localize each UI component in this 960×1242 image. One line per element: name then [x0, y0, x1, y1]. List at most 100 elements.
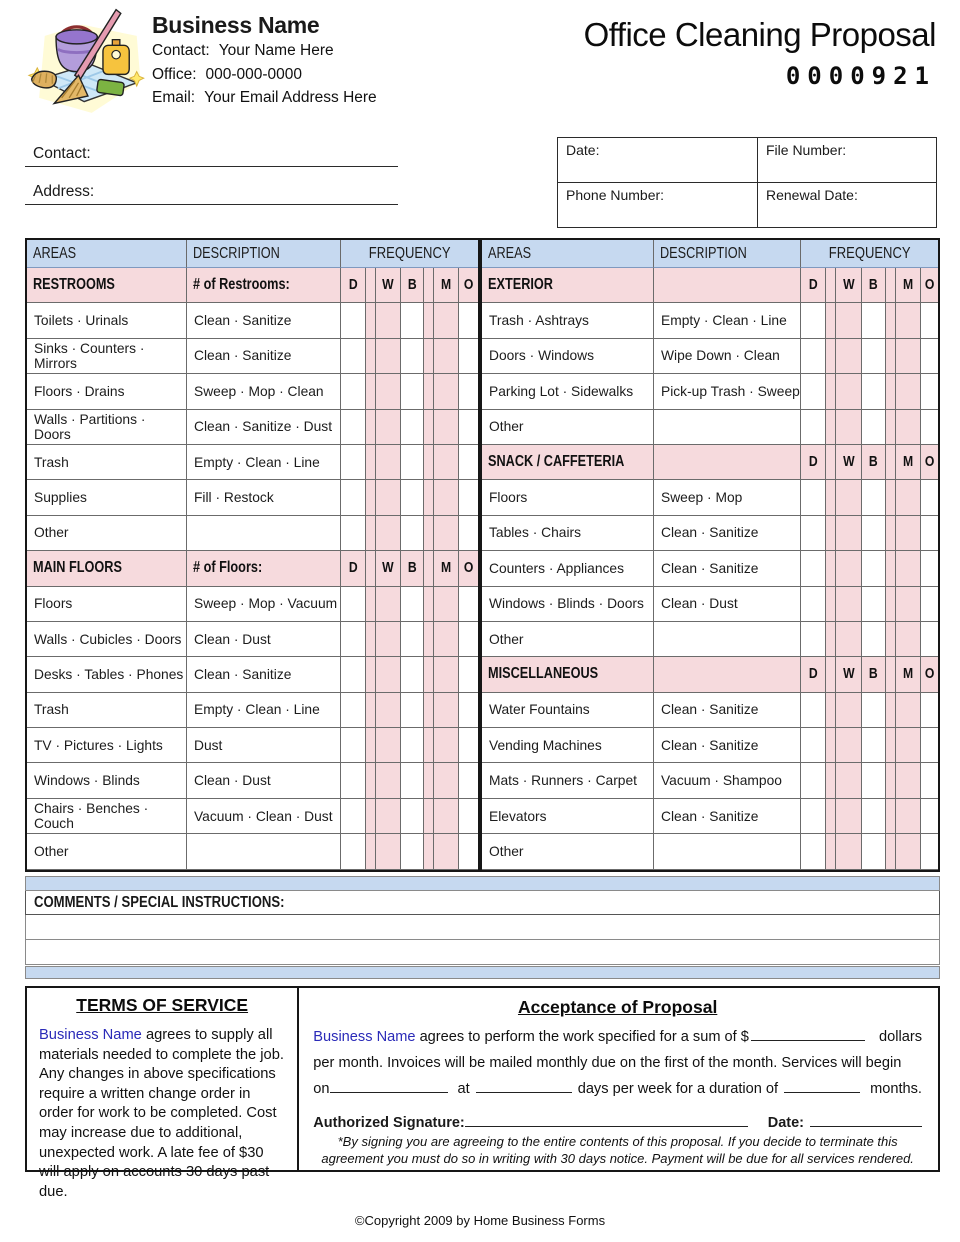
frequency-checkbox-b[interactable]	[401, 586, 424, 622]
frequency-checkbox-b[interactable]	[862, 728, 886, 764]
frequency-checkbox-o[interactable]	[459, 303, 478, 339]
frequency-checkbox-b[interactable]	[862, 621, 886, 658]
frequency-checkbox-d[interactable]	[341, 303, 366, 339]
frequency-checkbox-w[interactable]	[836, 798, 862, 835]
months-blank-field[interactable]	[784, 1079, 861, 1093]
frequency-checkbox-w[interactable]	[376, 798, 401, 835]
frequency-checkbox-o[interactable]	[459, 763, 478, 799]
frequency-checkbox-o[interactable]	[459, 374, 478, 410]
frequency-checkbox-o[interactable]	[921, 374, 938, 410]
frequency-checkbox-m[interactable]	[434, 798, 459, 835]
frequency-checkbox-w[interactable]	[376, 728, 401, 764]
frequency-checkbox-d[interactable]	[801, 303, 826, 339]
signature-date-blank-field[interactable]	[810, 1113, 922, 1127]
frequency-checkbox-w[interactable]	[836, 515, 862, 552]
frequency-checkbox-o[interactable]	[459, 339, 478, 375]
frequency-checkbox-w[interactable]	[836, 303, 862, 339]
frequency-checkbox-o[interactable]	[921, 551, 938, 587]
frequency-checkbox-b[interactable]	[862, 338, 886, 375]
phone-number-field[interactable]: Phone Number:	[558, 183, 758, 227]
frequency-checkbox-w[interactable]	[376, 374, 401, 410]
frequency-checkbox-m[interactable]	[896, 409, 921, 445]
frequency-checkbox-d[interactable]	[801, 728, 826, 764]
frequency-checkbox-o[interactable]	[921, 587, 938, 622]
frequency-checkbox-m[interactable]	[896, 515, 921, 552]
frequency-checkbox-d[interactable]	[341, 834, 366, 870]
frequency-checkbox-o[interactable]	[921, 834, 938, 870]
frequency-checkbox-b[interactable]	[862, 374, 886, 410]
frequency-checkbox-b[interactable]	[401, 834, 424, 870]
frequency-checkbox-b[interactable]	[862, 303, 886, 339]
frequency-checkbox-d[interactable]	[341, 692, 366, 729]
frequency-checkbox-m[interactable]	[896, 728, 921, 764]
frequency-checkbox-d[interactable]	[341, 515, 366, 552]
frequency-checkbox-b[interactable]	[401, 480, 424, 516]
frequency-checkbox-b[interactable]	[401, 374, 424, 410]
frequency-checkbox-m[interactable]	[896, 692, 921, 729]
frequency-checkbox-w[interactable]	[836, 834, 862, 870]
frequency-checkbox-m[interactable]	[896, 798, 921, 835]
frequency-checkbox-m[interactable]	[434, 586, 459, 622]
address-field[interactable]: Address:	[25, 168, 398, 205]
frequency-checkbox-b[interactable]	[862, 551, 886, 587]
frequency-checkbox-m[interactable]	[434, 657, 459, 693]
frequency-checkbox-w[interactable]	[376, 338, 401, 375]
frequency-checkbox-b[interactable]	[862, 515, 886, 552]
renewal-date-field[interactable]: Renewal Date:	[766, 187, 858, 203]
frequency-checkbox-o[interactable]	[921, 516, 938, 552]
frequency-checkbox-w[interactable]	[376, 444, 401, 481]
frequency-checkbox-w[interactable]	[836, 586, 862, 622]
frequency-checkbox-d[interactable]	[341, 444, 366, 481]
date-field[interactable]: Date:	[558, 138, 758, 183]
frequency-checkbox-d[interactable]	[801, 515, 826, 552]
frequency-checkbox-m[interactable]	[434, 763, 459, 799]
frequency-checkbox-b[interactable]	[862, 798, 886, 835]
start-date-blank-field[interactable]	[329, 1079, 448, 1093]
frequency-checkbox-d[interactable]	[341, 586, 366, 622]
frequency-checkbox-m[interactable]	[896, 586, 921, 622]
frequency-checkbox-m[interactable]	[896, 621, 921, 658]
frequency-checkbox-b[interactable]	[401, 657, 424, 693]
frequency-checkbox-m[interactable]	[434, 303, 459, 339]
frequency-checkbox-o[interactable]	[459, 445, 478, 481]
contact-field[interactable]: Contact:	[25, 130, 398, 167]
frequency-checkbox-o[interactable]	[459, 799, 478, 835]
frequency-checkbox-o[interactable]	[921, 480, 938, 516]
frequency-checkbox-o[interactable]	[459, 480, 478, 516]
frequency-checkbox-b[interactable]	[862, 586, 886, 622]
frequency-checkbox-w[interactable]	[376, 692, 401, 729]
frequency-checkbox-o[interactable]	[921, 728, 938, 764]
frequency-checkbox-d[interactable]	[801, 692, 826, 729]
frequency-checkbox-w[interactable]	[376, 834, 401, 870]
frequency-checkbox-m[interactable]	[434, 409, 459, 445]
frequency-checkbox-w[interactable]	[836, 338, 862, 375]
frequency-checkbox-m[interactable]	[434, 728, 459, 764]
frequency-checkbox-w[interactable]	[836, 692, 862, 729]
frequency-checkbox-d[interactable]	[341, 621, 366, 658]
frequency-checkbox-d[interactable]	[341, 728, 366, 764]
frequency-checkbox-o[interactable]	[459, 410, 478, 445]
frequency-checkbox-o[interactable]	[921, 799, 938, 835]
frequency-checkbox-w[interactable]	[376, 480, 401, 516]
frequency-checkbox-m[interactable]	[434, 374, 459, 410]
frequency-checkbox-b[interactable]	[401, 444, 424, 481]
frequency-checkbox-o[interactable]	[459, 657, 478, 693]
comments-blank-line[interactable]	[25, 915, 940, 940]
frequency-checkbox-d[interactable]	[801, 409, 826, 445]
frequency-checkbox-w[interactable]	[376, 763, 401, 799]
frequency-checkbox-m[interactable]	[896, 303, 921, 339]
file-number-field[interactable]: File Number:	[758, 138, 936, 183]
frequency-checkbox-o[interactable]	[921, 410, 938, 445]
frequency-checkbox-d[interactable]	[341, 338, 366, 375]
days-blank-field[interactable]	[475, 1079, 572, 1093]
frequency-checkbox-d[interactable]	[341, 657, 366, 693]
frequency-checkbox-d[interactable]	[801, 374, 826, 410]
frequency-checkbox-w[interactable]	[376, 409, 401, 445]
frequency-checkbox-o[interactable]	[459, 622, 478, 658]
frequency-checkbox-b[interactable]	[862, 692, 886, 729]
frequency-checkbox-m[interactable]	[434, 834, 459, 870]
frequency-checkbox-b[interactable]	[401, 621, 424, 658]
frequency-checkbox-m[interactable]	[896, 834, 921, 870]
frequency-checkbox-m[interactable]	[896, 338, 921, 375]
frequency-checkbox-b[interactable]	[401, 515, 424, 552]
